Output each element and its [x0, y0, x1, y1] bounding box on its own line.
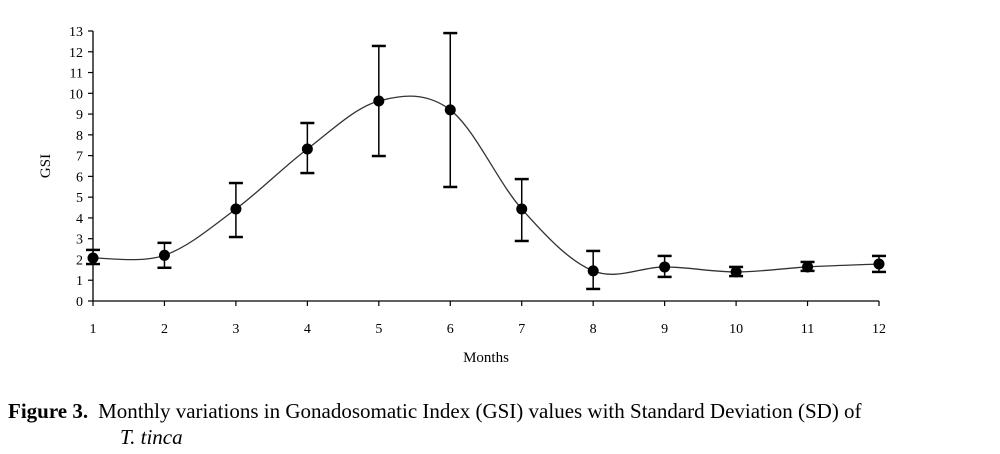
x-tick-label: 5 — [375, 322, 382, 337]
data-point — [87, 252, 99, 264]
x-tick-label: 4 — [304, 322, 311, 337]
data-point — [659, 261, 671, 273]
x-tick-label: 9 — [661, 322, 668, 337]
y-tick-label: 8 — [76, 129, 83, 144]
x-axis-label: Months — [463, 350, 509, 366]
data-point — [802, 261, 814, 273]
gsi-series-line — [92, 95, 880, 275]
y-tick-label: 12 — [69, 46, 83, 61]
y-tick-label: 0 — [76, 295, 83, 310]
caption-species: T. tinca — [120, 425, 183, 449]
caption-text: Monthly variations in Gonadosomatic Inde… — [98, 399, 862, 423]
data-point — [373, 95, 385, 107]
y-axis-label: GSI — [38, 154, 54, 178]
x-tick-label: 12 — [872, 322, 886, 337]
x-tick-label: 2 — [161, 322, 168, 337]
data-points — [87, 95, 885, 278]
figure-caption: Figure 3. Monthly variations in Gonadosom… — [8, 398, 862, 450]
data-point — [444, 104, 456, 116]
y-tick-label: 9 — [76, 108, 83, 123]
x-tick-label: 11 — [801, 322, 814, 337]
x-ticks: 1 2 3 4 5 6 7 8 9 10 11 12 — [90, 301, 886, 337]
data-point — [730, 266, 742, 278]
x-tick-label: 6 — [447, 322, 454, 337]
x-tick-label: 1 — [90, 322, 97, 337]
data-point — [158, 249, 170, 261]
axes — [92, 31, 879, 302]
data-point — [587, 265, 599, 277]
y-tick-label: 7 — [76, 150, 83, 165]
y-tick-label: 1 — [76, 274, 83, 289]
data-point — [873, 258, 885, 270]
figure-label: Figure 3. — [8, 399, 89, 423]
y-tick-label: 5 — [76, 191, 83, 206]
x-tick-label: 10 — [729, 322, 743, 337]
y-tick-label: 6 — [76, 170, 83, 185]
error-bars — [86, 31, 886, 291]
y-tick-label: 11 — [70, 67, 83, 82]
x-tick-label: 3 — [232, 322, 239, 337]
x-tick-label: 8 — [590, 322, 597, 337]
data-point — [516, 203, 528, 215]
y-tick-label: 4 — [76, 212, 83, 227]
y-tick-label: 2 — [76, 253, 83, 268]
y-tick-label: 13 — [69, 25, 83, 40]
y-tick-label: 3 — [76, 233, 83, 248]
data-point — [301, 143, 313, 155]
data-point — [230, 203, 242, 215]
y-tick-label: 10 — [69, 87, 83, 102]
x-tick-label: 7 — [518, 322, 525, 337]
